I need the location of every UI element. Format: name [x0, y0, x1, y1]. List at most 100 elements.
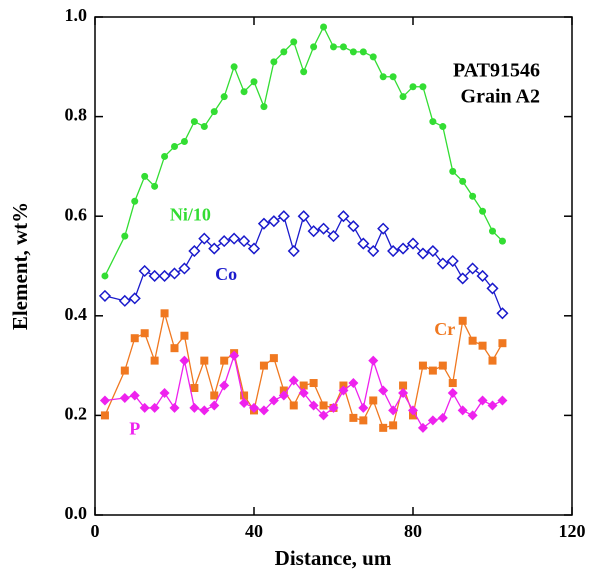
marker	[339, 43, 347, 51]
marker	[318, 410, 329, 421]
marker	[220, 93, 228, 101]
marker	[170, 344, 179, 353]
marker	[180, 331, 189, 340]
marker	[498, 339, 507, 348]
x-tick-label: 40	[245, 521, 263, 541]
marker	[389, 73, 397, 81]
marker	[169, 402, 180, 413]
marker	[300, 68, 308, 76]
marker	[367, 244, 380, 258]
marker	[359, 416, 368, 425]
series-line	[104, 25, 503, 277]
marker	[468, 336, 477, 345]
series-label: Cr	[434, 319, 455, 339]
marker	[141, 172, 149, 180]
marker	[148, 269, 161, 283]
marker	[419, 83, 427, 91]
marker	[289, 401, 298, 410]
marker	[448, 379, 457, 388]
marker	[479, 207, 487, 215]
x-tick-label: 80	[404, 521, 422, 541]
y-tick-label: 0.4	[65, 304, 88, 324]
marker	[428, 366, 437, 375]
marker	[120, 366, 129, 375]
marker	[140, 329, 149, 338]
series-label: P	[129, 418, 140, 438]
marker	[349, 48, 357, 56]
marker	[190, 384, 199, 393]
marker	[309, 379, 318, 388]
series-label: Ni/10	[170, 204, 211, 224]
y-tick-label: 1.0	[65, 5, 88, 25]
marker	[429, 118, 437, 126]
marker	[418, 361, 427, 370]
marker	[379, 73, 387, 81]
marker	[130, 334, 139, 343]
marker	[290, 38, 298, 46]
marker	[270, 58, 278, 66]
marker	[129, 390, 140, 401]
marker	[427, 415, 438, 426]
y-tick-label: 0.6	[65, 204, 88, 224]
marker	[268, 395, 279, 406]
marker	[446, 254, 459, 268]
marker	[229, 350, 240, 361]
marker	[467, 410, 478, 421]
marker	[190, 118, 198, 126]
marker	[240, 88, 248, 96]
marker	[100, 411, 109, 420]
marker	[357, 237, 370, 250]
y-axis-label: Element, wt%	[8, 202, 32, 330]
marker	[426, 244, 439, 258]
marker	[469, 192, 477, 200]
marker	[497, 395, 508, 406]
marker	[259, 361, 268, 370]
marker	[199, 405, 210, 416]
marker	[338, 385, 349, 396]
marker	[139, 402, 150, 413]
marker	[478, 341, 487, 350]
marker	[267, 215, 280, 228]
marker	[138, 264, 151, 278]
marker	[416, 247, 429, 260]
marker	[458, 316, 467, 325]
annotation: PAT91546	[453, 60, 540, 82]
marker	[399, 93, 407, 101]
marker	[179, 355, 190, 366]
marker	[158, 269, 171, 283]
marker	[99, 395, 110, 406]
x-tick-label: 120	[559, 521, 586, 541]
marker	[297, 210, 310, 223]
marker	[348, 378, 359, 389]
marker	[447, 387, 458, 398]
annotation: Grain A2	[461, 86, 540, 108]
marker	[247, 242, 261, 255]
marker	[397, 242, 410, 255]
marker	[178, 262, 191, 275]
marker	[438, 361, 447, 370]
marker	[220, 356, 229, 365]
marker	[250, 78, 258, 86]
y-tick-label: 0.2	[65, 404, 88, 424]
marker	[459, 177, 467, 185]
marker	[457, 405, 468, 416]
marker	[101, 272, 109, 280]
marker	[496, 307, 509, 320]
marker	[317, 222, 330, 235]
marker	[168, 267, 181, 280]
marker	[369, 53, 377, 61]
marker	[417, 422, 428, 433]
x-tick-label: 0	[91, 521, 100, 541]
marker	[388, 405, 399, 416]
y-tick-label: 0.8	[65, 105, 88, 125]
series-line	[104, 313, 504, 429]
marker	[399, 381, 408, 390]
marker	[328, 402, 339, 413]
marker	[387, 244, 400, 258]
marker	[488, 356, 497, 365]
marker	[408, 405, 418, 416]
marker	[269, 354, 278, 363]
marker	[151, 182, 159, 190]
marker	[498, 237, 506, 245]
marker	[128, 292, 141, 305]
